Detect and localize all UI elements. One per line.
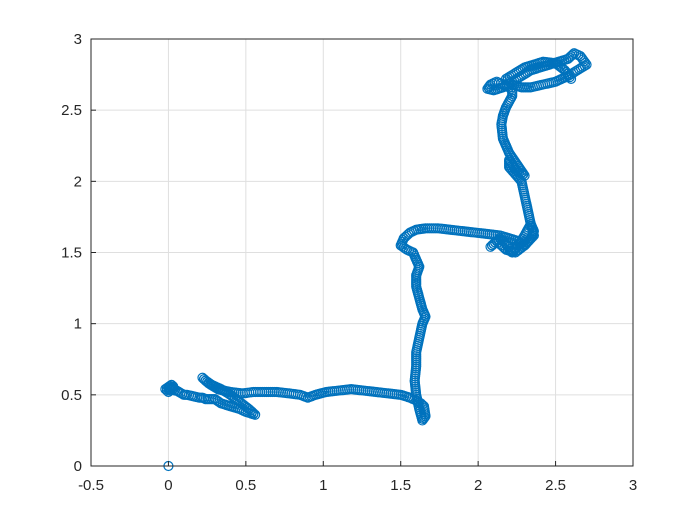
x-tick-label: -0.5	[78, 477, 104, 494]
data-point	[202, 376, 213, 388]
y-tick-label: 1.5	[61, 245, 82, 262]
data-point	[564, 72, 575, 83]
x-tick-label: 2	[474, 477, 482, 494]
data-point	[401, 230, 413, 241]
x-tick-label: 0.5	[235, 477, 256, 494]
x-tick-label: 0	[164, 477, 172, 494]
data-point	[488, 238, 499, 250]
y-tick-label: 0.5	[61, 387, 82, 404]
data-point	[562, 68, 573, 79]
y-tick-label: 1	[74, 316, 82, 333]
data-point	[490, 237, 501, 248]
data-point	[504, 76, 515, 87]
x-tick-label: 1.5	[390, 477, 411, 494]
x-tick-label: 3	[629, 477, 637, 494]
data-point	[578, 56, 590, 67]
x-axis: -0.5 0 0.5 1 1.5 2 2.5 3	[78, 461, 637, 494]
data-point	[559, 65, 570, 76]
data-point	[212, 396, 224, 407]
y-tick-label: 2	[74, 173, 82, 190]
data-point	[565, 73, 577, 84]
data-point	[575, 50, 586, 62]
x-tick-label: 2.5	[545, 477, 566, 494]
data-point	[567, 49, 578, 60]
grid-lines	[91, 39, 633, 466]
y-axis: 0 0.5 1 1.5 2 2.5 3	[61, 31, 96, 475]
data-points	[160, 48, 592, 472]
y-tick-label: 0	[74, 458, 82, 475]
data-point	[561, 66, 572, 78]
y-tick-label: 3	[74, 31, 82, 48]
data-point	[563, 70, 574, 81]
y-tick-label: 2.5	[61, 102, 82, 119]
x-tick-label: 1	[319, 477, 327, 494]
